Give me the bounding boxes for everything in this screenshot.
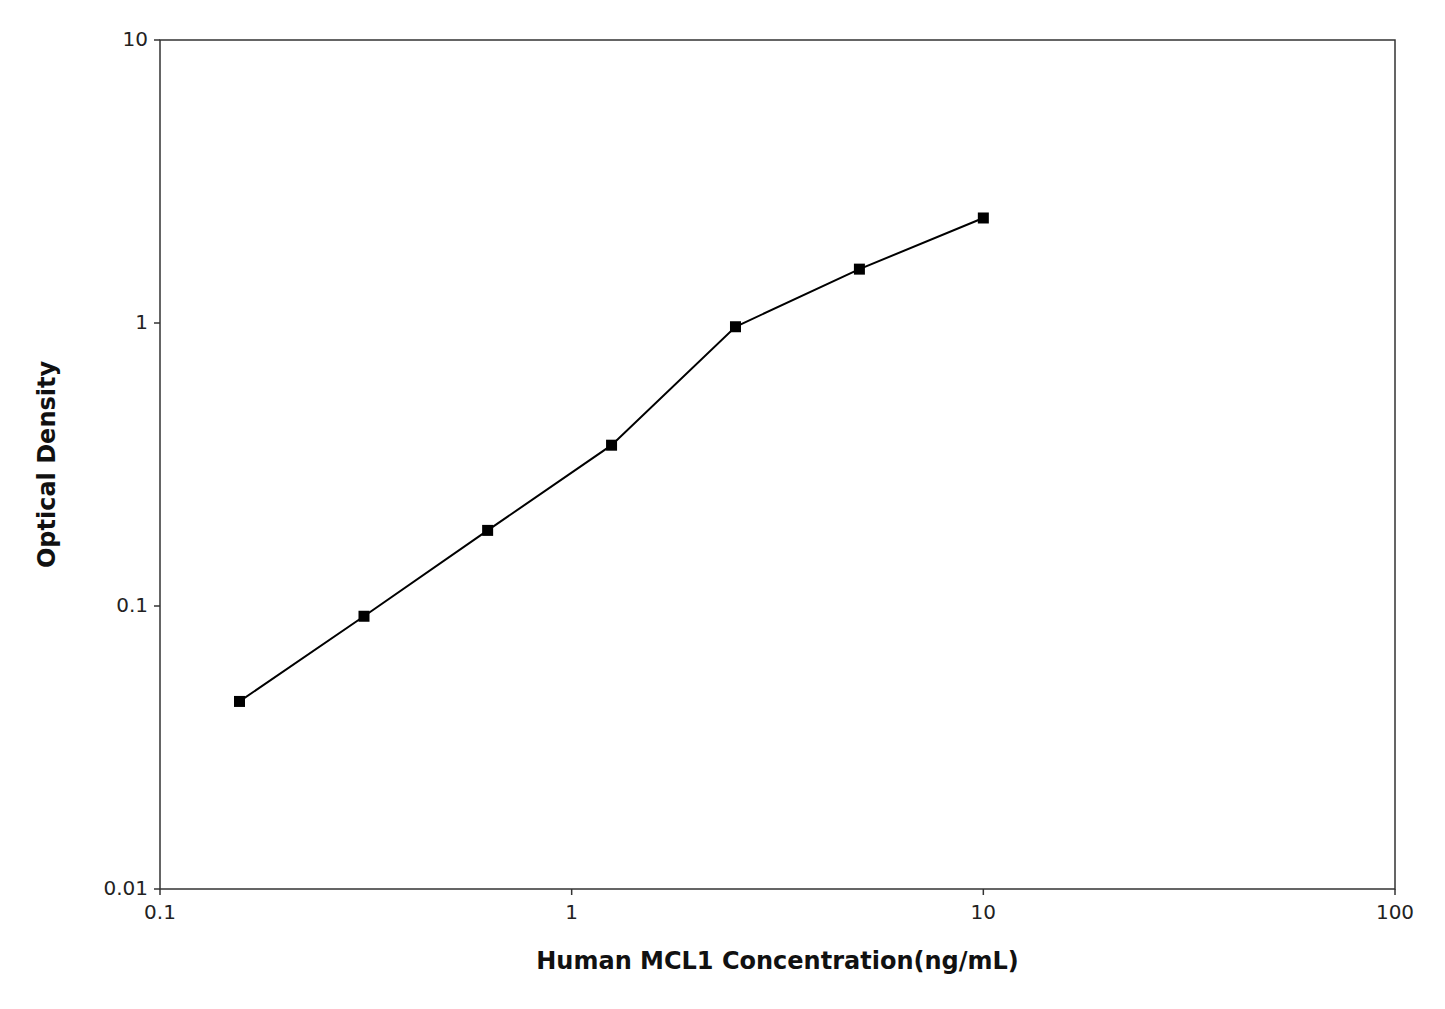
data-point — [358, 611, 369, 622]
y-axis-label: Optical Density — [33, 361, 61, 569]
chart-container: 0.11101000.010.1110Human MCL1 Concentrat… — [0, 0, 1445, 1009]
x-tick-label: 10 — [971, 900, 996, 924]
plot-frame — [160, 40, 1395, 889]
x-tick-label: 100 — [1376, 900, 1414, 924]
x-tick-label: 0.1 — [144, 900, 176, 924]
y-tick-label: 10 — [123, 27, 148, 51]
y-tick-label: 0.1 — [116, 593, 148, 617]
data-group — [234, 212, 989, 706]
data-point — [730, 321, 741, 332]
y-tick — [154, 39, 160, 41]
data-point — [482, 525, 493, 536]
x-tick — [1394, 889, 1396, 895]
y-tick-label: 1 — [135, 310, 148, 334]
y-tick — [154, 605, 160, 607]
chart-svg: 0.11101000.010.1110Human MCL1 Concentrat… — [0, 0, 1445, 1009]
y-tick-label: 0.01 — [103, 876, 148, 900]
x-tick — [983, 889, 985, 895]
data-point — [854, 264, 865, 275]
x-tick-label: 1 — [565, 900, 578, 924]
y-tick — [154, 322, 160, 324]
x-tick — [159, 889, 161, 895]
x-tick — [571, 889, 573, 895]
x-axis-label: Human MCL1 Concentration(ng/mL) — [536, 947, 1018, 975]
axes: 0.11101000.010.1110 — [103, 27, 1414, 925]
y-tick — [154, 888, 160, 890]
data-point — [606, 440, 617, 451]
data-point — [234, 696, 245, 707]
data-point — [978, 212, 989, 223]
data-line — [240, 218, 984, 701]
